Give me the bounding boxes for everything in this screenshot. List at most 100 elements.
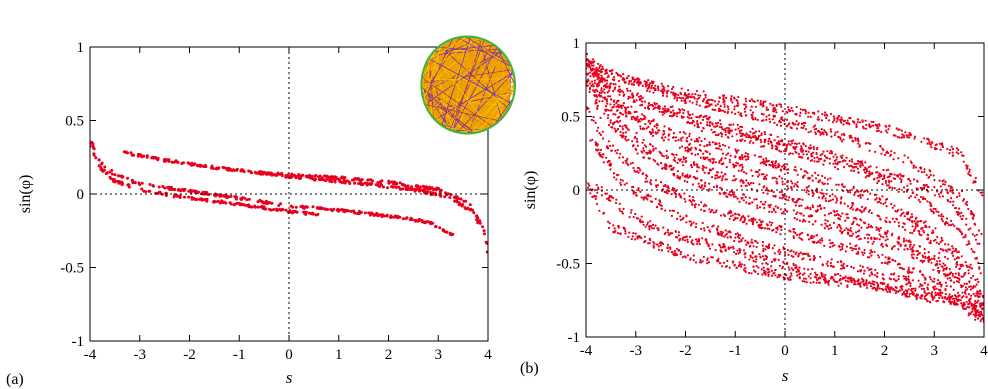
data-point [798,219,802,222]
data-point [733,105,736,108]
data-point [912,253,915,256]
data-point [610,126,613,129]
data-point [798,114,802,117]
data-point [865,141,868,144]
inset-ray [429,43,493,114]
data-point [592,119,595,122]
data-point [776,146,779,149]
inset-ray [470,36,514,73]
data-point [776,123,779,126]
data-point [258,170,262,174]
data-point [113,173,117,177]
data-point [141,154,145,158]
data-point [754,130,758,133]
data-point [951,186,954,189]
data-point [732,123,735,126]
data-point [969,263,972,266]
data-point [893,289,897,292]
data-point [958,207,961,210]
data-point [936,235,939,239]
data-point [758,218,761,221]
data-point [674,253,677,257]
data-point [619,178,622,181]
data-point [698,116,701,119]
data-point [785,195,788,198]
data-point [684,174,687,177]
data-point [797,252,801,255]
data-point [720,157,723,160]
data-point [905,283,908,286]
data-point [715,186,719,189]
data-point [828,224,832,227]
data-point [250,171,253,175]
data-point [630,80,633,83]
data-point [595,84,598,88]
data-point [795,233,799,236]
data-point [410,185,413,189]
data-point [694,226,698,229]
data-point [643,156,646,159]
data-point [795,142,799,146]
data-point [737,104,740,107]
data-point [924,197,927,201]
data-point [930,146,933,149]
data-point [797,255,800,258]
data-point [893,151,896,155]
data-point [741,153,744,157]
data-point [691,113,694,116]
data-point [757,224,760,227]
data-point [349,209,353,213]
data-point [756,170,760,173]
data-point [317,178,321,181]
data-point [280,171,284,175]
data-point [771,177,774,180]
data-point [867,142,870,145]
scatter-points-b [586,52,984,324]
data-point [972,292,975,296]
data-point [648,83,651,86]
data-point [855,125,858,129]
data-point [965,282,969,285]
data-point [703,203,706,206]
data-point [909,284,912,288]
data-point [836,168,840,171]
data-point [882,202,885,205]
data-point [816,273,819,276]
data-point [799,111,802,115]
data-point [919,269,922,273]
data-point [940,143,943,146]
data-point [687,176,690,179]
data-point [788,122,791,125]
data-point [658,110,661,113]
data-point [912,164,916,167]
data-point [915,256,919,260]
data-point [685,136,689,139]
data-point [644,123,647,126]
data-point [623,183,626,186]
data-point [923,276,926,279]
data-point [633,191,636,194]
data-point [931,229,934,232]
data-point [948,248,951,251]
series-b-10 [587,60,984,299]
data-point [934,291,937,294]
data-point [734,236,737,239]
data-point [852,220,855,223]
data-point [353,181,357,185]
data-point [607,159,610,162]
data-point [914,287,917,290]
data-point [819,205,822,208]
data-point [887,128,890,131]
data-point [154,156,158,160]
data-point [823,129,826,132]
data-point [607,109,610,112]
data-point [803,272,806,275]
data-point [681,172,684,175]
data-point [739,180,742,183]
data-point [791,142,794,145]
data-point [944,249,947,252]
data-point [722,96,725,99]
data-point [734,217,737,220]
data-point [684,200,687,203]
data-point [610,149,613,152]
